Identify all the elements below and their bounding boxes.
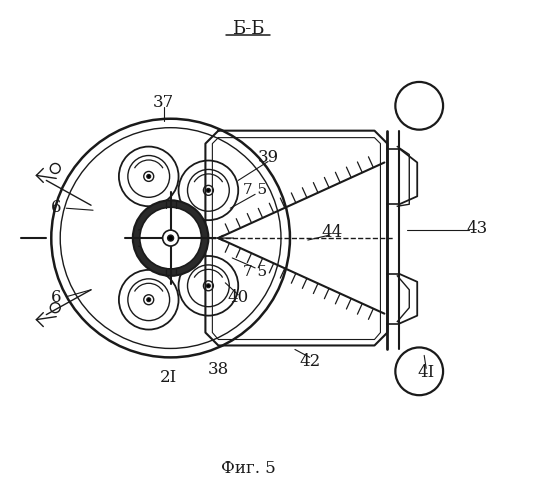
Circle shape: [187, 265, 229, 306]
Circle shape: [119, 270, 179, 330]
Text: 37: 37: [153, 94, 174, 112]
Circle shape: [147, 298, 151, 302]
Circle shape: [140, 207, 201, 269]
Circle shape: [119, 146, 179, 206]
Circle shape: [128, 279, 170, 320]
Text: Б-Б: Б-Б: [232, 20, 264, 38]
Circle shape: [204, 281, 213, 291]
Circle shape: [206, 284, 210, 288]
Circle shape: [162, 230, 179, 246]
Text: 40: 40: [228, 289, 249, 306]
Circle shape: [50, 302, 60, 312]
Text: 43: 43: [466, 220, 488, 236]
Circle shape: [50, 164, 60, 173]
Text: 44: 44: [321, 224, 342, 240]
Circle shape: [144, 172, 153, 181]
Text: 6: 6: [51, 198, 61, 216]
Text: 38: 38: [208, 361, 229, 378]
Circle shape: [144, 294, 153, 304]
Circle shape: [147, 174, 151, 178]
Circle shape: [396, 348, 443, 395]
Circle shape: [128, 156, 170, 198]
Circle shape: [179, 160, 238, 220]
Circle shape: [179, 256, 238, 316]
Circle shape: [133, 200, 208, 276]
Text: 39: 39: [257, 149, 278, 166]
Circle shape: [187, 170, 229, 211]
Text: Фиг. 5: Фиг. 5: [221, 460, 276, 477]
Circle shape: [51, 118, 290, 358]
Circle shape: [204, 186, 213, 196]
Circle shape: [206, 188, 210, 192]
Text: 6: 6: [51, 289, 61, 306]
Text: 2I: 2I: [160, 369, 177, 386]
Text: 7 5: 7 5: [243, 265, 267, 279]
Text: 4I: 4I: [417, 364, 435, 381]
Circle shape: [60, 128, 281, 348]
Circle shape: [396, 82, 443, 130]
Circle shape: [167, 235, 174, 241]
Text: 42: 42: [299, 353, 320, 370]
Text: 7 5: 7 5: [243, 184, 267, 198]
